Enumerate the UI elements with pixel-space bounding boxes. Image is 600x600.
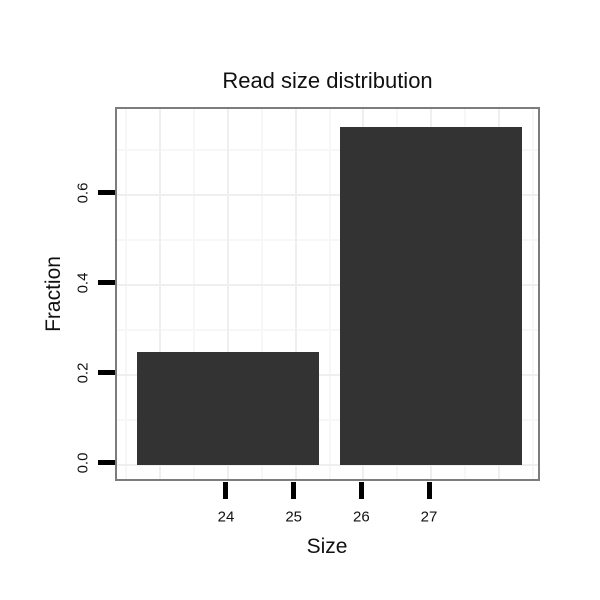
bar bbox=[339, 127, 523, 465]
y-axis-title: Fraction bbox=[42, 256, 65, 332]
y-tick-label: 0.0 bbox=[74, 452, 92, 474]
x-tick-label: 25 bbox=[285, 508, 302, 526]
gridline-major-y bbox=[117, 373, 538, 376]
bar bbox=[136, 352, 320, 465]
y-axis-tick bbox=[98, 370, 115, 376]
x-axis-title: Size bbox=[306, 535, 348, 558]
y-axis-tick bbox=[98, 280, 115, 286]
gridline-minor-x bbox=[531, 109, 534, 479]
y-axis-tick bbox=[98, 460, 115, 466]
gridline-minor-y bbox=[117, 328, 538, 331]
x-tick-label: 27 bbox=[420, 508, 438, 526]
x-axis-tick bbox=[291, 482, 297, 499]
gridline-minor-x bbox=[125, 109, 128, 479]
y-tick-label: 0.6 bbox=[74, 182, 92, 204]
x-tick-label: 24 bbox=[217, 508, 235, 526]
gridline-minor-x bbox=[260, 109, 263, 479]
gridline-major-x bbox=[294, 109, 297, 479]
y-tick-label: 0.4 bbox=[74, 272, 92, 294]
x-axis-tick bbox=[358, 482, 364, 499]
chart-title: Read size distribution bbox=[222, 68, 433, 93]
gridline-minor-y bbox=[117, 418, 538, 421]
gridline-major-y bbox=[117, 463, 538, 466]
gridline-major-y bbox=[117, 283, 538, 286]
x-axis-tick bbox=[223, 482, 229, 499]
x-axis-tick bbox=[426, 482, 432, 499]
x-tick-label: 26 bbox=[352, 508, 370, 526]
gridline-major-x bbox=[226, 109, 229, 479]
y-axis-tick bbox=[98, 190, 115, 196]
gridline-minor-y bbox=[117, 238, 538, 241]
gridline-minor-y bbox=[117, 148, 538, 151]
plot-panel bbox=[115, 107, 540, 481]
gridline-minor-x bbox=[193, 109, 196, 479]
y-tick-label: 0.2 bbox=[74, 362, 92, 384]
gridline-minor-x bbox=[328, 109, 331, 479]
gridline-major-x bbox=[159, 109, 162, 479]
gridline-major-y bbox=[117, 193, 538, 196]
